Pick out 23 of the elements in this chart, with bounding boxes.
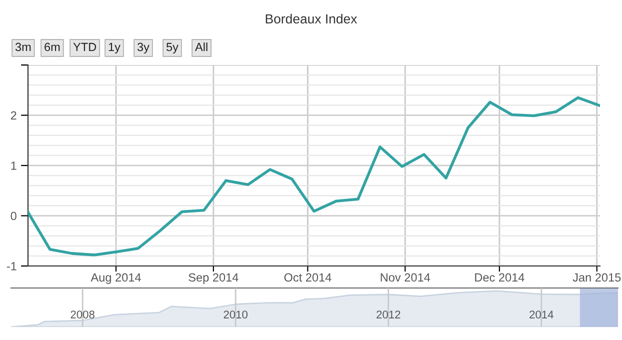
text: YTD [73,42,96,52]
text: All [195,42,208,52]
text: 6m [44,42,60,52]
x-tick-label: 2012 [376,310,400,318]
y-tick-label: 2 [10,111,16,120]
chart-title: Bordeaux Index [266,14,358,24]
text: 3y [137,42,150,54]
text: 3m [15,42,31,52]
x-tick-label: 2008 [70,310,94,318]
x-tick-label: Jan 2015 [572,273,621,282]
x-tick-label: Sep 2014 [188,273,238,284]
x-tick-label: 2014 [530,310,554,318]
y-tick-label: -1 [6,262,16,270]
x-tick-label: Oct 2014 [284,273,332,282]
y-tick-label: 0 [10,212,16,220]
line-series [28,96,600,256]
x-tick-label: Nov 2014 [380,273,430,282]
y-tick-label: 1 [11,162,16,170]
text: 5y [166,42,178,54]
x-tick-label: 2010 [224,310,248,318]
x-tick-label: Dec 2014 [475,273,524,282]
text: 1y [108,42,120,54]
x-tick-label: Aug 2014 [90,273,141,284]
